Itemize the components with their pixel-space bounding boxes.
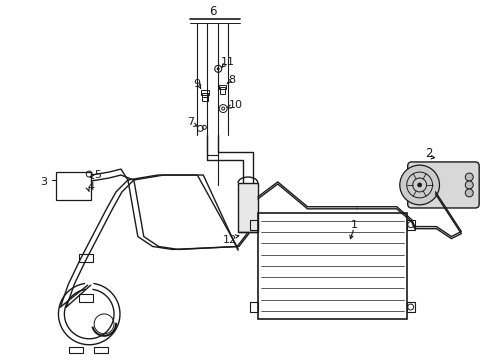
Text: 11: 11 xyxy=(221,57,235,67)
Text: 1: 1 xyxy=(350,220,357,230)
Bar xyxy=(238,183,257,231)
Text: 3: 3 xyxy=(40,177,47,187)
Circle shape xyxy=(464,189,472,197)
Circle shape xyxy=(399,165,439,205)
Bar xyxy=(249,220,257,230)
Bar xyxy=(406,220,414,230)
Bar xyxy=(219,85,225,89)
Text: 2: 2 xyxy=(424,147,431,160)
Circle shape xyxy=(216,67,219,70)
Bar xyxy=(249,302,257,312)
Text: 5: 5 xyxy=(95,170,102,180)
Circle shape xyxy=(416,183,421,187)
Bar xyxy=(79,294,93,302)
Bar xyxy=(201,90,209,95)
Text: 4: 4 xyxy=(87,182,95,192)
Bar xyxy=(56,172,91,200)
Text: 6: 6 xyxy=(209,5,217,18)
Bar xyxy=(79,255,93,262)
Bar xyxy=(69,347,83,353)
Bar xyxy=(220,87,224,94)
Bar xyxy=(94,347,108,353)
Circle shape xyxy=(464,181,472,189)
Bar xyxy=(406,302,414,312)
Bar xyxy=(257,213,406,319)
Text: 8: 8 xyxy=(228,75,235,85)
Circle shape xyxy=(464,173,472,181)
Text: 9: 9 xyxy=(192,79,200,89)
Text: 10: 10 xyxy=(228,100,243,109)
Text: 12: 12 xyxy=(223,234,237,244)
Bar xyxy=(202,93,208,100)
Text: 7: 7 xyxy=(186,117,194,127)
FancyBboxPatch shape xyxy=(407,162,478,208)
